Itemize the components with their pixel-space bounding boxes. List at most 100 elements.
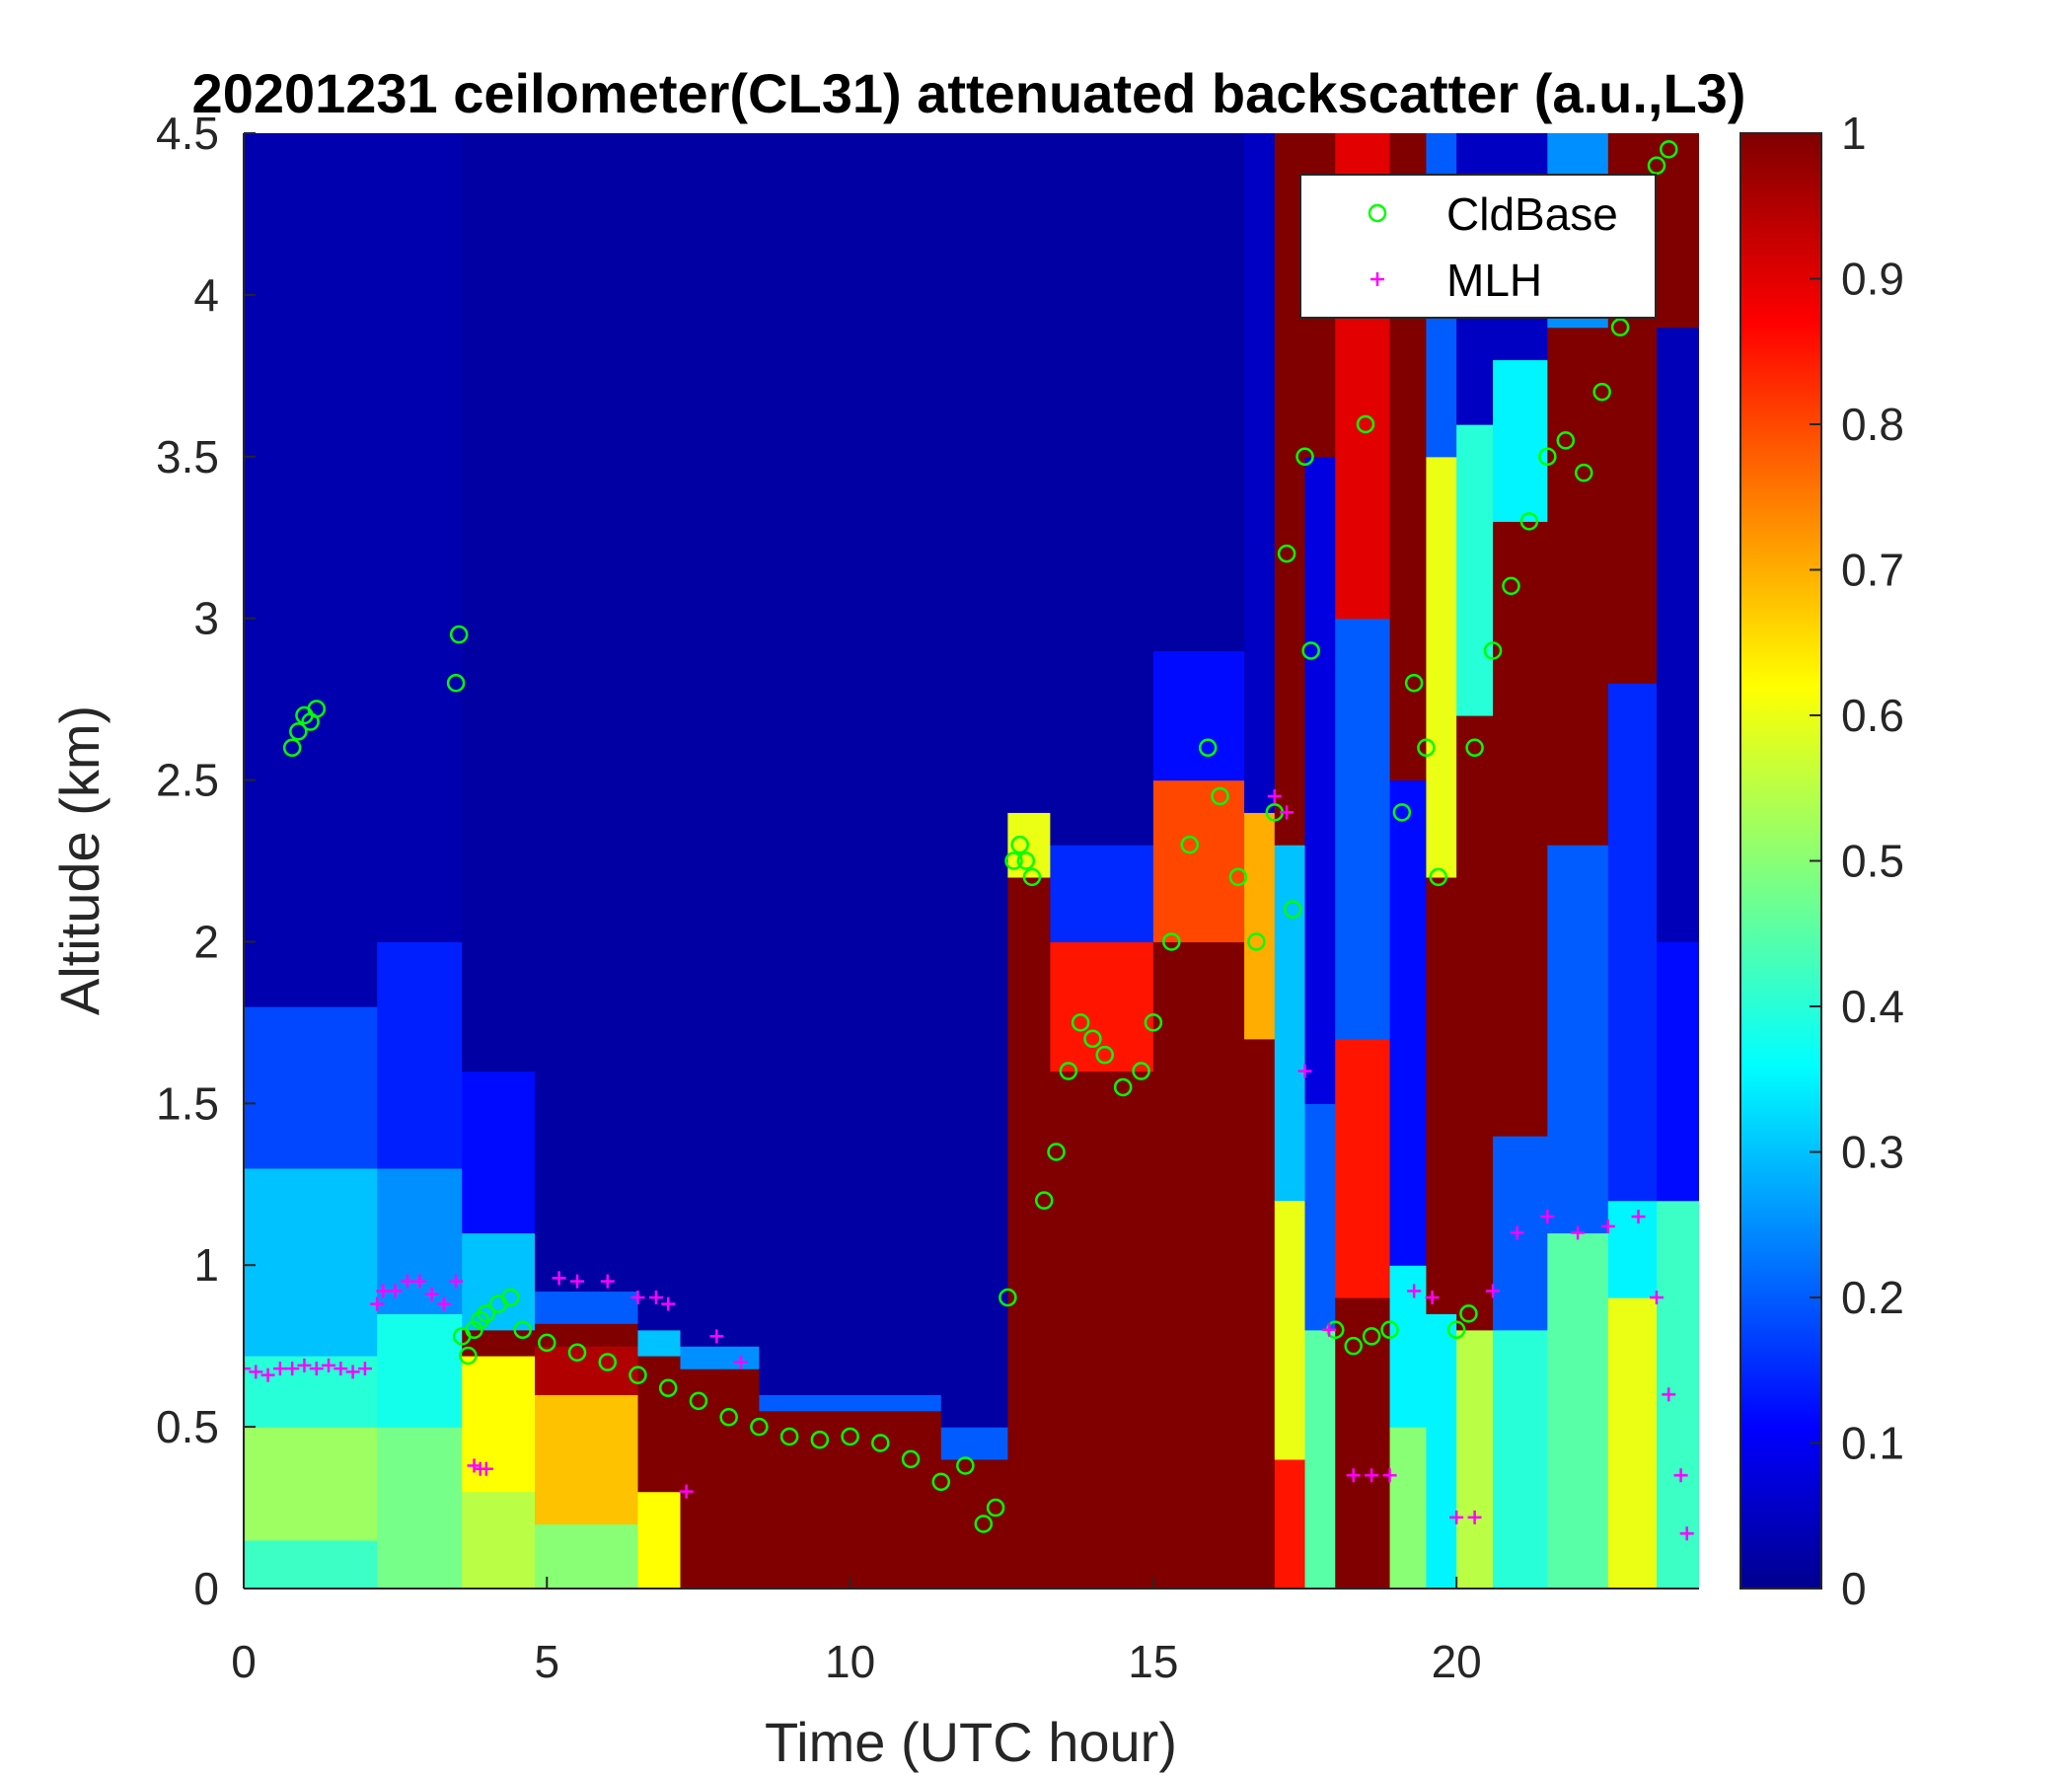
y-tick-label: 0: [193, 1563, 219, 1614]
mlh-point: [570, 1274, 585, 1289]
cldbase-point: [689, 1391, 708, 1411]
colorbar: 0 0.1 0.2 0.3 0.4 0.5 0.6 0.7 0.8 0.9 1: [1739, 108, 1904, 1614]
y-tick-label: 4.5: [156, 108, 219, 159]
mlh-point: [333, 1362, 348, 1376]
cldbase-point: [1295, 447, 1314, 467]
y-tick-label: 4: [193, 269, 219, 321]
cldbase-point: [1301, 641, 1320, 660]
cldbase-point: [750, 1417, 769, 1437]
cldbase-point: [1429, 867, 1447, 887]
heatmap-cell: [1456, 424, 1494, 716]
mlh-point: [1649, 1291, 1664, 1304]
cldbase-point: [931, 1472, 951, 1492]
heatmap-cell: [1007, 133, 1051, 813]
cldbase-point: [598, 1353, 617, 1371]
heatmap-cell: [462, 1491, 536, 1589]
heatmap-cell: [1050, 845, 1154, 943]
heatmap-cell: [1389, 1265, 1428, 1428]
mlh-point: [1280, 805, 1295, 820]
heatmap-cell: [244, 1539, 378, 1589]
cldbase-point: [1162, 932, 1181, 951]
heatmap-cell: [377, 1427, 463, 1589]
colorbar-tick-label: 0.1: [1841, 1418, 1904, 1469]
mlh-point: [661, 1296, 676, 1311]
cldbase-point: [1404, 673, 1424, 693]
mlh-point: [424, 1287, 439, 1301]
mlh-point: [249, 1365, 263, 1379]
heatmap-cell: [1607, 1297, 1658, 1589]
mlh-point: [388, 1284, 403, 1298]
cldbase-point: [1519, 512, 1539, 531]
cldbase-point: [779, 1427, 799, 1446]
cldbase-point: [1446, 1320, 1466, 1340]
heatmap-cell: [1050, 941, 1154, 1073]
heatmap-cell: [680, 133, 760, 1347]
cldbase-point: [1022, 867, 1042, 887]
y-tick-label: 1.5: [156, 1077, 219, 1129]
mlh-point: [260, 1368, 275, 1382]
legend-cldbase-label: CldBase: [1446, 188, 1618, 240]
colorbar-tick-label: 0.5: [1841, 836, 1904, 887]
heatmap-cell: [940, 133, 1008, 1428]
mlh-point: [345, 1365, 360, 1379]
heatmap-cell: [1304, 1329, 1336, 1589]
mlh-point: [479, 1461, 493, 1476]
heatmap-cell: [1493, 1329, 1548, 1589]
cldbase-point: [1660, 140, 1678, 159]
heatmap-cell: [244, 1427, 378, 1541]
y-tick-label: 1: [193, 1239, 219, 1291]
cldbase-point: [1356, 414, 1375, 434]
mlh-point: [285, 1362, 300, 1376]
mlh-point: [1346, 1468, 1361, 1483]
x-axis: 0 5 10 15 20: [231, 1577, 1699, 1687]
heatmap-cell: [1152, 779, 1245, 943]
heatmap-cell: [1152, 650, 1245, 781]
mlh-point: [1267, 788, 1282, 803]
heatmap-cell: [1244, 812, 1276, 1040]
mlh-point: [1662, 1387, 1676, 1402]
colorbar-tick-label: 0.8: [1841, 399, 1904, 450]
mlh-point: [376, 1284, 391, 1298]
colorbar-tick-label: 0.2: [1841, 1272, 1904, 1323]
heatmap-cell: [680, 1346, 760, 1369]
cldbase-point: [1010, 835, 1029, 854]
mlh-point: [436, 1296, 451, 1311]
mlh-point: [1600, 1219, 1615, 1233]
legend-mlh-label: MLH: [1446, 255, 1542, 306]
mlh-point: [370, 1296, 385, 1311]
heatmap-cell: [535, 1394, 639, 1525]
heatmap-cell: [244, 1167, 378, 1357]
heatmap-cell: [535, 1523, 639, 1589]
mlh-point: [1407, 1284, 1422, 1298]
cldbase-point: [1362, 1327, 1381, 1346]
heatmap-cell: [637, 1491, 682, 1589]
cldbase-point: [1144, 1013, 1163, 1032]
cldbase-point: [999, 1288, 1017, 1307]
mlh-point: [1449, 1510, 1464, 1524]
mlh-point: [309, 1362, 324, 1376]
series-mlh: [244, 788, 1694, 1541]
cldbase-point: [1016, 851, 1036, 870]
x-tick-label: 10: [825, 1636, 875, 1687]
cldbase-point: [901, 1449, 921, 1469]
heatmap-cell: [1152, 133, 1245, 652]
heatmap-cell: [377, 1167, 463, 1314]
mlh-point: [400, 1274, 414, 1289]
heatmap-cell: [535, 1323, 639, 1347]
mlh-point: [1322, 1322, 1337, 1337]
heatmap-cell: [637, 133, 682, 1331]
colorbar-tick-label: 0.3: [1841, 1127, 1904, 1178]
y-axis: 0 0.5 1 1.5 2 2.5 3 3.5 4 4.5: [156, 108, 256, 1614]
heatmap-cell: [1274, 1200, 1306, 1460]
mlh-point: [552, 1271, 566, 1286]
heatmap-cell: [1007, 876, 1051, 1589]
cldbase-point: [1228, 867, 1248, 887]
mlh-point: [1673, 1468, 1688, 1483]
cldbase-point: [1247, 932, 1266, 951]
heatmap-cell: [1389, 779, 1428, 1266]
chart-title: 20201231 ceilometer(CL31) attenuated bac…: [192, 62, 1746, 124]
cldbase-point: [501, 1288, 520, 1307]
mlh-point: [244, 1362, 251, 1376]
heatmap-cell: [377, 941, 463, 1169]
heatmap: [244, 133, 1699, 1589]
